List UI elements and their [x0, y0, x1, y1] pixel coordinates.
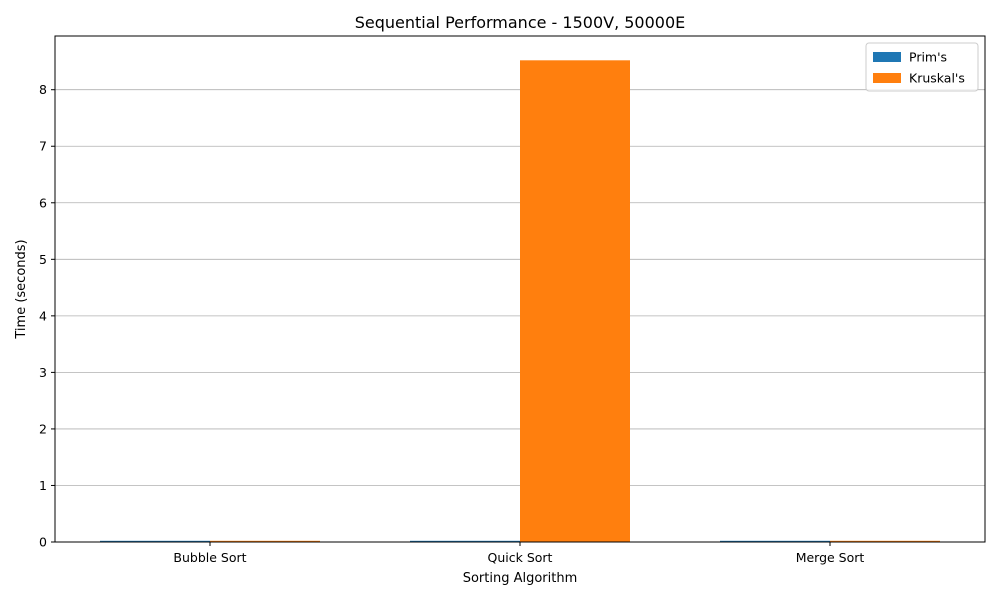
y-tick-label: 7 [39, 139, 47, 154]
chart-title: Sequential Performance - 1500V, 50000E [355, 13, 686, 32]
x-tick-label: Bubble Sort [173, 550, 246, 565]
bar-prims-1 [410, 540, 520, 542]
x-tick-label: Quick Sort [488, 550, 553, 565]
y-tick-label: 5 [39, 252, 47, 267]
bars [100, 60, 940, 543]
y-axis-ticks: 0 1 2 3 4 5 6 7 8 [39, 82, 55, 550]
legend-swatch-1 [873, 73, 901, 83]
bar-prims-2 [720, 540, 830, 542]
x-axis-ticks: Bubble Sort Quick Sort Merge Sort [173, 542, 864, 565]
legend-label-0: Prim's [909, 50, 947, 65]
y-tick-label: 1 [39, 478, 47, 493]
y-axis-label: Time (seconds) [14, 239, 29, 339]
y-tick-label: 6 [39, 195, 47, 210]
y-tick-label: 4 [39, 308, 47, 323]
y-tick-label: 3 [39, 365, 47, 380]
legend-swatch-0 [873, 52, 901, 62]
y-tick-label: 8 [39, 82, 47, 97]
bar-kruskals-2 [830, 540, 940, 542]
bar-kruskals-1 [520, 60, 630, 543]
legend: Prim's Kruskal's [865, 42, 979, 92]
bar-prims-0 [100, 540, 210, 542]
x-axis-label: Sorting Algorithm [463, 571, 578, 586]
y-tick-label: 0 [39, 535, 47, 550]
x-tick-label: Merge Sort [796, 550, 865, 565]
legend-label-1: Kruskal's [909, 71, 965, 86]
bar-kruskals-0 [210, 540, 320, 542]
y-tick-label: 2 [39, 421, 47, 436]
